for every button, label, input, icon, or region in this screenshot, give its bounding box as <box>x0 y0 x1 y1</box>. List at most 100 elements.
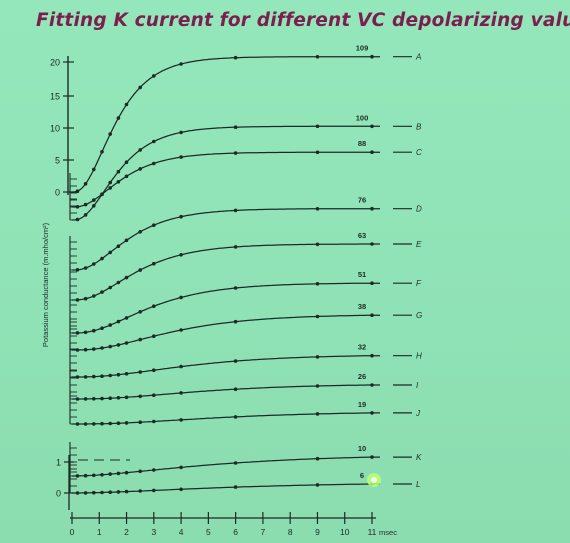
data-point-K-4 <box>108 472 112 476</box>
data-point-J-1 <box>83 422 88 426</box>
data-point-J-9 <box>179 418 183 422</box>
data-point-G-9 <box>179 328 183 332</box>
data-point-J-5 <box>116 421 121 426</box>
data-point-C-9 <box>179 155 183 159</box>
x-tick-label-0: 0 <box>70 527 75 537</box>
data-point-L-0 <box>75 491 80 495</box>
data-point-G-2 <box>92 347 96 351</box>
data-point-I-6 <box>124 395 129 400</box>
data-point-E-9 <box>179 253 183 257</box>
data-point-G-3 <box>100 346 104 350</box>
trace-letter-B: B <box>416 122 422 131</box>
data-point-F-8 <box>152 304 156 309</box>
data-point-C-2 <box>92 198 96 202</box>
trace-curve-F <box>72 282 380 334</box>
data-point-L-10 <box>233 485 238 489</box>
y-tick-label-bottom-0: 1 <box>56 458 61 468</box>
trace-curve-D <box>72 208 380 271</box>
data-point-A-7 <box>138 85 142 90</box>
data-point-J-6 <box>124 421 129 425</box>
data-point-D-7 <box>138 230 142 234</box>
data-point-A-3 <box>100 150 104 154</box>
data-point-I-7 <box>138 394 142 399</box>
data-point-A-12 <box>370 54 374 59</box>
trace-curve-E <box>72 243 380 301</box>
data-point-J-10 <box>233 415 238 419</box>
data-point-I-9 <box>179 391 183 395</box>
data-point-B-8 <box>152 139 156 144</box>
trace-letter-I: I <box>416 381 419 390</box>
data-point-F-11 <box>315 282 320 286</box>
x-tick-label-5: 5 <box>206 527 211 537</box>
data-point-J-3 <box>100 421 104 426</box>
data-point-I-12 <box>370 383 374 387</box>
data-point-H-9 <box>179 364 183 369</box>
data-point-G-0 <box>75 348 80 352</box>
data-point-K-8 <box>152 468 156 472</box>
data-point-B-0 <box>75 217 80 222</box>
depol-label-B: 100 <box>356 113 369 122</box>
data-point-A-11 <box>315 55 320 59</box>
data-point-B-6 <box>124 160 129 164</box>
data-point-F-1 <box>83 330 88 335</box>
trace-letter-C: C <box>416 148 422 157</box>
data-point-E-4 <box>108 285 112 290</box>
data-point-L-3 <box>100 490 104 495</box>
data-point-G-7 <box>138 337 142 342</box>
data-point-H-8 <box>152 368 156 373</box>
data-point-F-10 <box>233 286 238 290</box>
data-point-L-6 <box>124 489 129 494</box>
data-point-K-12 <box>370 455 374 459</box>
data-point-L-5 <box>116 490 121 494</box>
data-point-D-8 <box>152 223 156 227</box>
data-point-J-8 <box>152 419 156 424</box>
data-point-L-11 <box>315 483 320 487</box>
data-point-L-8 <box>152 488 156 493</box>
depol-label-F: 51 <box>358 270 366 279</box>
data-point-J-12 <box>370 411 374 415</box>
data-point-F-4 <box>108 323 112 327</box>
data-point-A-9 <box>179 62 183 66</box>
x-tick-label-1: 1 <box>97 527 102 537</box>
data-point-D-6 <box>124 238 129 243</box>
trace-letter-H: H <box>416 352 422 361</box>
trace-curve-I <box>72 384 380 400</box>
trace-curve-G <box>72 314 380 351</box>
x-tick-label-4: 4 <box>179 527 184 537</box>
trace-letter-L: L <box>416 480 420 489</box>
data-point-C-1 <box>83 202 88 207</box>
depol-label-E: 63 <box>358 231 366 240</box>
x-tick-label-9: 9 <box>315 527 320 537</box>
data-point-D-11 <box>315 207 320 211</box>
data-point-I-10 <box>233 387 238 392</box>
data-point-B-10 <box>233 125 238 129</box>
data-point-E-12 <box>370 242 374 246</box>
data-point-C-4 <box>108 186 112 190</box>
data-point-E-11 <box>315 242 320 247</box>
data-point-E-8 <box>152 261 156 266</box>
data-point-B-9 <box>179 130 183 135</box>
x-tick-label-11: 11 <box>368 527 377 537</box>
data-point-I-0 <box>75 397 80 401</box>
y-axis-label: Potassium conductance (m.mho/cm²) <box>41 222 50 347</box>
data-point-K-11 <box>315 456 320 461</box>
data-point-B-12 <box>370 124 374 129</box>
x-tick-label-6: 6 <box>233 527 238 537</box>
data-point-E-0 <box>75 298 80 302</box>
data-point-A-1 <box>83 182 88 186</box>
data-point-D-5 <box>116 244 121 248</box>
data-point-C-11 <box>315 150 320 155</box>
data-point-A-10 <box>233 55 238 60</box>
data-point-H-5 <box>116 372 121 377</box>
data-point-B-1 <box>83 213 88 217</box>
data-point-A-6 <box>124 102 129 107</box>
trace-letter-K: K <box>416 453 422 462</box>
data-point-K-6 <box>124 470 129 475</box>
data-point-H-3 <box>100 374 104 379</box>
data-point-H-0 <box>75 375 80 379</box>
data-point-I-5 <box>116 396 121 400</box>
data-point-E-2 <box>92 294 96 298</box>
x-tick-label-7: 7 <box>261 527 266 537</box>
slide-title: Fitting K current for different VC depol… <box>36 10 570 31</box>
